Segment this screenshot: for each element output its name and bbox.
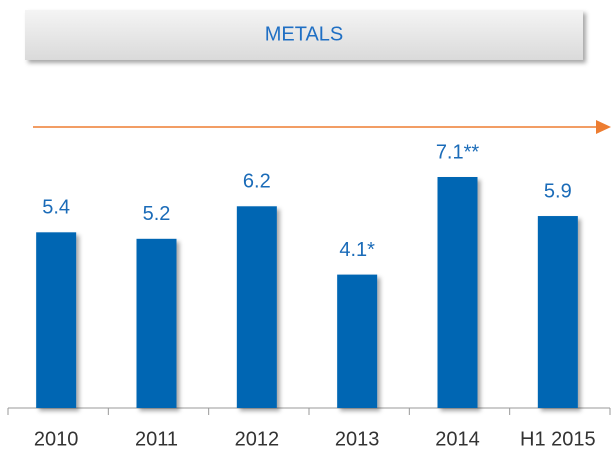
bar — [136, 238, 177, 408]
x-tick-label: 2010 — [34, 428, 79, 450]
bar — [337, 274, 378, 408]
trend-arrow-head — [596, 120, 611, 134]
title-box — [25, 10, 583, 60]
x-tick-label: 2013 — [335, 428, 380, 450]
x-tick-label: 2014 — [435, 428, 480, 450]
bar — [36, 232, 77, 408]
bar — [236, 206, 277, 408]
value-label: 7.1** — [436, 141, 480, 163]
value-label: 5.9 — [544, 180, 572, 202]
bar — [537, 216, 578, 408]
x-tick-label: 2011 — [135, 428, 178, 450]
chart-title: METALS — [265, 23, 344, 45]
x-tick-label: H1 2015 — [520, 428, 596, 450]
value-label: 6.2 — [243, 171, 271, 193]
value-label: 5.2 — [143, 203, 171, 225]
value-label: 4.1* — [339, 239, 375, 261]
x-tick-label: 2012 — [235, 428, 280, 450]
value-label: 5.4 — [42, 197, 70, 219]
bar — [437, 177, 478, 408]
